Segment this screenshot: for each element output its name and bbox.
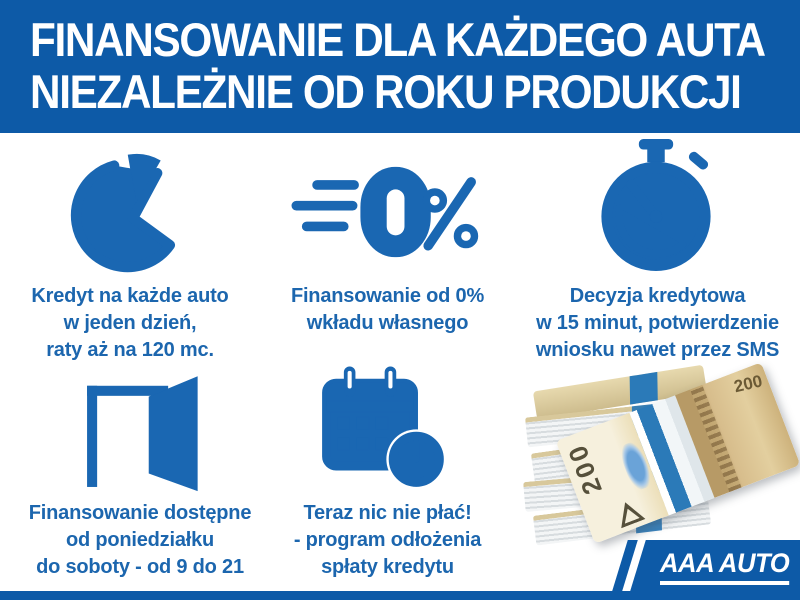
caption-line: do soboty - od 9 do 21: [36, 556, 244, 578]
caption-line: raty aż na 120 mc.: [46, 339, 214, 361]
aaa-auto-logo: AAA AUTO: [604, 540, 800, 591]
caption-line: Finansowanie dostępne: [28, 502, 252, 524]
caption-credit-every-car: Kredyt na każde auto w jeden dzień, raty…: [0, 283, 260, 364]
money-stacks-image: 200 200: [512, 358, 800, 546]
caption-line: spłaty kredytu: [321, 556, 454, 578]
caption-line: Kredyt na każde auto: [31, 285, 229, 307]
pie-chart-icon: [52, 142, 210, 278]
bottom-blue-bar: [0, 591, 800, 600]
caption-line: Decyzja kredytowa: [569, 285, 746, 307]
stopwatch-icon: [582, 138, 730, 278]
banknote-denomination: 200: [731, 371, 764, 397]
caption-line: w 15 minut, potwierdzenie: [536, 312, 779, 334]
caption-financing-hours: Finansowanie dostępne od poniedziałku do…: [0, 500, 280, 581]
caption-line: wniosku nawet przez SMS: [535, 339, 780, 361]
header-title-line1: FINANSOWANIE DLA KAŻDEGO AUTA: [30, 13, 766, 66]
caption-line: w jeden dzień,: [63, 312, 197, 334]
logo-text: AAA AUTO: [660, 548, 790, 585]
caption-zero-percent: Finansowanie od 0% wkładu własnego: [265, 283, 510, 337]
caption-line: - program odłożenia: [293, 529, 482, 551]
caption-credit-decision: Decyzja kredytowa w 15 minut, potwierdze…: [515, 283, 800, 364]
caption-line: Finansowanie od 0%: [290, 285, 485, 307]
caption-line: od poniedziałku: [65, 529, 215, 551]
open-door-icon: [62, 362, 212, 496]
calendar-clock-icon: [305, 360, 465, 496]
caption-line: wkładu własnego: [306, 312, 469, 334]
header-banner: FINANSOWANIE DLA KAŻDEGO AUTA NIEZALEŻNI…: [0, 0, 800, 133]
caption-pay-nothing-now: Teraz nic nie płać! - program odłożenia …: [265, 500, 510, 581]
header-title-line2: NIEZALEŻNIE OD ROKU PRODUKCJI: [30, 65, 742, 118]
zero-percent-icon: [283, 152, 483, 272]
caption-line: Teraz nic nie płać!: [303, 502, 472, 524]
